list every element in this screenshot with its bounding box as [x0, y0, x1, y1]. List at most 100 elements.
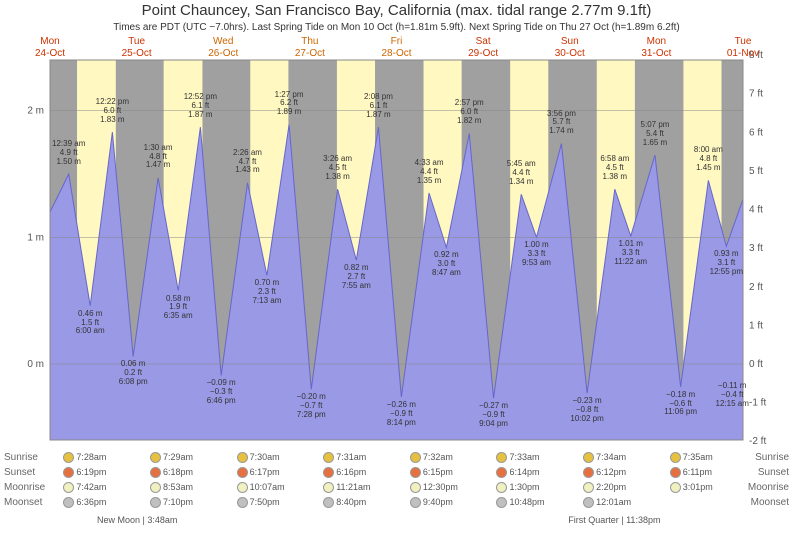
moonrise-icon	[410, 482, 421, 493]
moonset-icon	[496, 497, 507, 508]
svg-text:0 m: 0 m	[27, 359, 44, 370]
sunrise-icon	[583, 452, 594, 463]
svg-text:5 ft: 5 ft	[749, 166, 763, 177]
row-label-right: Moonrise	[748, 482, 789, 493]
tide-annotation: 0.46 m1.5 ft6:00 am	[60, 310, 120, 336]
moonrise-icon	[237, 482, 248, 493]
tide-annotation: 1:27 pm6.2 ft1.89 m	[259, 91, 319, 117]
sun-moon-time: 7:28am	[63, 452, 133, 463]
moonset-icon	[63, 497, 74, 508]
sun-moon-time: 7:29am	[150, 452, 220, 463]
tide-annotation: 8:00 am4.8 ft1.45 m	[678, 146, 738, 172]
sun-moon-time: 7:50pm	[237, 497, 307, 508]
sun-moon-time: 6:18pm	[150, 467, 220, 478]
sunrise-icon	[63, 452, 74, 463]
sun-moon-time: 12:01am	[583, 497, 653, 508]
sunrise-icon	[410, 452, 421, 463]
svg-text:1 m: 1 m	[27, 232, 44, 243]
tide-annotation: 0.93 m3.1 ft12:55 pm	[696, 250, 756, 276]
svg-text:1 ft: 1 ft	[749, 320, 763, 331]
sun-moon-time: 6:14pm	[496, 467, 566, 478]
moonset-icon	[410, 497, 421, 508]
day-header: Wed26-Oct	[198, 36, 248, 60]
moonrise-icon	[583, 482, 594, 493]
sun-moon-time: 7:10pm	[150, 497, 220, 508]
sunrise-icon	[496, 452, 507, 463]
sunrise-icon	[323, 452, 334, 463]
sun-moon-time: 6:17pm	[237, 467, 307, 478]
tide-annotation: 0.82 m2.7 ft7:55 am	[326, 264, 386, 290]
moon-phase-label: First Quarter | 11:38pm	[568, 515, 660, 525]
svg-text:4 ft: 4 ft	[749, 205, 763, 216]
svg-text:2 m: 2 m	[27, 106, 44, 117]
moonset-icon	[323, 497, 334, 508]
moonset-icon	[583, 497, 594, 508]
sun-moon-time: 2:20pm	[583, 482, 653, 493]
row-label-left: Sunset	[4, 467, 35, 478]
sun-moon-time: 7:35am	[670, 452, 740, 463]
sun-moon-time: 9:40pm	[410, 497, 480, 508]
tide-annotation: −0.11 m−0.4 ft12:15 am	[702, 382, 762, 408]
tide-annotation: −0.20 m−0.7 ft7:28 pm	[281, 393, 341, 419]
tide-annotation: 2:57 pm6.0 ft1.82 m	[439, 99, 499, 125]
sun-moon-time: 3:01pm	[670, 482, 740, 493]
sun-moon-time: 6:11pm	[670, 467, 740, 478]
day-header: Sat29-Oct	[458, 36, 508, 60]
tide-annotation: 3:26 am4.5 ft1.38 m	[308, 155, 368, 181]
sunset-icon	[237, 467, 248, 478]
tide-annotation: 1.01 m3.3 ft11:22 am	[601, 240, 661, 266]
tide-annotation: 2:08 pm6.1 ft1.87 m	[348, 93, 408, 119]
sun-moon-time: 8:40pm	[323, 497, 393, 508]
sunset-icon	[583, 467, 594, 478]
moonset-icon	[237, 497, 248, 508]
sunset-icon	[410, 467, 421, 478]
sun-moon-time: 6:12pm	[583, 467, 653, 478]
day-header: Tue25-Oct	[112, 36, 162, 60]
sunset-icon	[670, 467, 681, 478]
sun-moon-time: 7:42am	[63, 482, 133, 493]
svg-text:2 ft: 2 ft	[749, 282, 763, 293]
sun-moon-time: 7:30am	[237, 452, 307, 463]
svg-text:7 ft: 7 ft	[749, 89, 763, 100]
sun-moon-time: 8:53am	[150, 482, 220, 493]
tide-annotation: 1.00 m3.3 ft9:53 am	[506, 241, 566, 267]
row-label-left: Moonset	[4, 497, 42, 508]
moonrise-icon	[63, 482, 74, 493]
tide-annotation: 6:58 am4.5 ft1.38 m	[585, 155, 645, 181]
sun-moon-time: 6:16pm	[323, 467, 393, 478]
sunrise-icon	[237, 452, 248, 463]
tide-annotation: −0.26 m−0.9 ft8:14 pm	[371, 401, 431, 427]
row-label-right: Sunset	[758, 467, 789, 478]
sunset-icon	[63, 467, 74, 478]
svg-text:-2 ft: -2 ft	[749, 436, 766, 447]
sunrise-icon	[670, 452, 681, 463]
tide-annotation: 12:39 am4.9 ft1.50 m	[39, 140, 99, 166]
sunset-icon	[323, 467, 334, 478]
tide-annotation: −0.09 m−0.3 ft6:46 pm	[191, 379, 251, 405]
sunset-icon	[150, 467, 161, 478]
svg-text:6 ft: 6 ft	[749, 127, 763, 138]
sun-moon-time: 7:33am	[496, 452, 566, 463]
day-header: Fri28-Oct	[372, 36, 422, 60]
day-header: Mon24-Oct	[25, 36, 75, 60]
row-label-right: Sunrise	[755, 452, 789, 463]
tide-annotation: 3:56 pm5.7 ft1.74 m	[531, 110, 591, 136]
sun-moon-time: 6:36pm	[63, 497, 133, 508]
moonrise-icon	[150, 482, 161, 493]
tide-annotation: −0.27 m−0.9 ft9:04 pm	[464, 402, 524, 428]
tide-annotation: −0.23 m−0.8 ft10:02 pm	[557, 397, 617, 423]
sun-moon-time: 10:48pm	[496, 497, 566, 508]
sun-moon-time: 12:30pm	[410, 482, 480, 493]
tide-annotation: 5:45 am4.4 ft1.34 m	[491, 160, 551, 186]
sunrise-icon	[150, 452, 161, 463]
row-label-right: Moonset	[751, 497, 789, 508]
moonset-icon	[150, 497, 161, 508]
row-label-left: Sunrise	[4, 452, 38, 463]
moonrise-icon	[323, 482, 334, 493]
moonrise-icon	[670, 482, 681, 493]
sun-moon-time: 7:31am	[323, 452, 393, 463]
sun-moon-time: 1:30pm	[496, 482, 566, 493]
day-header: Sun30-Oct	[545, 36, 595, 60]
sun-moon-time: 6:19pm	[63, 467, 133, 478]
sun-moon-time: 6:15pm	[410, 467, 480, 478]
